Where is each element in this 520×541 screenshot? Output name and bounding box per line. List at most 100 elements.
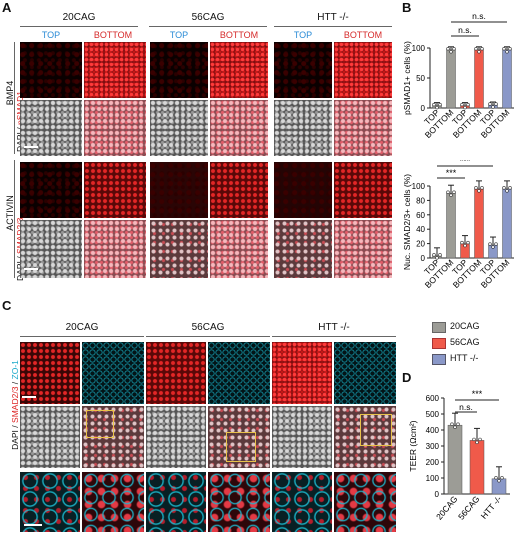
bar xyxy=(469,440,485,495)
group-header: 56CAG xyxy=(191,12,225,23)
image-tile xyxy=(210,162,268,218)
image-tile xyxy=(20,342,80,404)
data-point xyxy=(477,50,481,54)
image-tile xyxy=(334,220,392,278)
scale-bar xyxy=(22,396,36,398)
y-tick-label: 100 xyxy=(426,474,440,483)
y-tick-label: 0 xyxy=(421,104,426,113)
data-point xyxy=(460,102,464,107)
data-point xyxy=(435,105,439,110)
image-tile xyxy=(208,472,270,532)
data-point xyxy=(494,102,498,106)
data-point xyxy=(491,245,495,249)
data-point xyxy=(491,105,495,109)
image-tile xyxy=(334,100,392,156)
bar xyxy=(502,188,512,259)
data-point xyxy=(460,240,464,245)
data-point xyxy=(478,437,482,442)
y-axis-label: TEER (Ωcm²) xyxy=(408,420,418,471)
data-point xyxy=(450,422,454,426)
bar xyxy=(460,243,470,259)
data-point xyxy=(466,102,470,107)
bar xyxy=(488,244,498,259)
data-point xyxy=(438,253,442,257)
zoom-box xyxy=(86,410,114,438)
legend-label: HTT -/- xyxy=(450,353,479,363)
bar xyxy=(447,424,463,495)
data-point xyxy=(452,190,456,194)
image-tile xyxy=(146,406,206,468)
row-rule xyxy=(14,42,15,154)
legend-swatch xyxy=(432,354,446,365)
data-point xyxy=(488,102,492,106)
image-tile xyxy=(84,100,146,156)
y-tick-label: 300 xyxy=(426,442,440,451)
image-tile xyxy=(334,472,396,532)
y-tick-label: 600 xyxy=(426,394,440,403)
y-tick-label: 100 xyxy=(412,182,426,191)
data-point xyxy=(435,256,439,260)
scale-bar xyxy=(24,146,38,148)
zoom-box xyxy=(226,432,256,462)
data-point xyxy=(505,50,509,54)
image-tile xyxy=(274,162,332,218)
y-tick-label: 400 xyxy=(426,426,440,435)
sig-label: *** xyxy=(472,389,483,399)
y-tick-label: 100 xyxy=(412,44,426,53)
data-point xyxy=(472,437,476,442)
top-label: TOP xyxy=(41,30,61,40)
image-tile xyxy=(146,472,206,532)
image-tile xyxy=(82,472,144,532)
scale-bar xyxy=(24,524,42,526)
data-point xyxy=(477,189,481,193)
group-rule xyxy=(149,26,267,27)
bar xyxy=(502,49,512,109)
image-tile xyxy=(150,100,208,156)
sig-label: *** xyxy=(446,168,457,178)
data-point xyxy=(474,186,478,190)
sig-label: *** xyxy=(460,160,471,166)
data-point xyxy=(500,476,504,480)
image-tile xyxy=(272,472,332,532)
bottom-label: BOTTOM xyxy=(219,30,259,40)
y-tick-label: 0 xyxy=(421,254,426,263)
data-point xyxy=(474,47,478,51)
row-rule xyxy=(14,160,15,278)
image-tile xyxy=(150,162,208,218)
image-tile xyxy=(274,42,332,98)
legend-label: 56CAG xyxy=(450,337,480,347)
data-point xyxy=(475,440,479,445)
data-point xyxy=(452,47,456,51)
data-point xyxy=(494,476,498,480)
image-tile xyxy=(146,342,206,404)
image-tile xyxy=(84,42,146,98)
data-point xyxy=(453,425,457,429)
image-tile xyxy=(334,342,396,404)
legend-swatch xyxy=(432,338,446,349)
panel-label-c: C xyxy=(2,298,12,313)
image-tile xyxy=(272,342,332,404)
data-point xyxy=(446,190,450,194)
data-point xyxy=(438,102,442,107)
bar xyxy=(474,188,484,259)
image-tile xyxy=(274,220,332,278)
image-tile xyxy=(274,100,332,156)
y-tick-label: 80 xyxy=(416,196,425,205)
y-tick-label: 20 xyxy=(416,240,425,249)
image-tile xyxy=(20,162,82,218)
legend-label: 20CAG xyxy=(450,321,480,331)
data-point xyxy=(494,242,498,246)
image-tile xyxy=(210,100,268,156)
y-axis-label: pSMAD1+ cells (%) xyxy=(402,41,412,115)
data-point xyxy=(446,47,450,51)
bar xyxy=(446,192,456,259)
data-point xyxy=(488,242,492,246)
group-rule xyxy=(272,336,396,337)
bar xyxy=(446,49,456,109)
y-tick-label: 500 xyxy=(426,410,440,419)
image-tile xyxy=(84,162,146,218)
top-label: TOP xyxy=(169,30,189,40)
zoom-box xyxy=(360,414,392,446)
image-tile xyxy=(208,406,270,468)
